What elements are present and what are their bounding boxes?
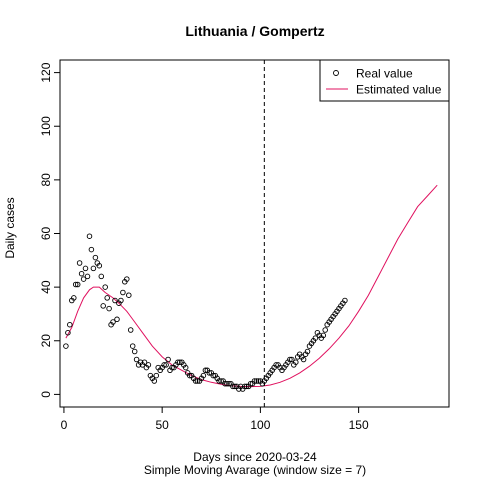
data-point	[287, 356, 293, 363]
y-tick-label: 120	[39, 62, 53, 82]
data-point	[300, 356, 307, 363]
y-tick-label: 20	[39, 334, 53, 348]
data-point	[153, 372, 160, 379]
data-point	[86, 233, 93, 239]
data-point	[202, 367, 209, 374]
data-point	[65, 329, 71, 336]
data-point	[98, 273, 105, 280]
data-point	[232, 383, 238, 390]
data-point	[84, 273, 91, 280]
data-point	[120, 289, 126, 296]
data-point	[273, 362, 279, 368]
data-point	[112, 297, 118, 304]
data-point	[106, 305, 112, 312]
data-point	[126, 292, 132, 298]
data-point	[251, 378, 258, 384]
data-point	[151, 378, 158, 384]
data-point	[320, 332, 327, 339]
data-point	[90, 265, 97, 272]
data-point	[96, 262, 103, 269]
data-point	[163, 362, 169, 368]
data-point	[222, 380, 228, 387]
data-point	[72, 281, 79, 288]
data-point	[175, 359, 181, 365]
data-point	[304, 348, 311, 355]
data-point	[293, 359, 299, 365]
y-tick-label: 40	[39, 280, 53, 294]
data-point	[129, 343, 136, 349]
data-point	[200, 372, 207, 379]
data-point	[78, 270, 85, 277]
y-tick-label: 100	[39, 116, 53, 136]
y-tick-label: 80	[39, 173, 53, 187]
data-point	[118, 297, 124, 304]
data-point	[322, 327, 328, 333]
data-point	[177, 359, 183, 365]
data-point	[63, 343, 69, 349]
data-point	[131, 348, 138, 355]
data-point	[192, 378, 199, 384]
x-tick-label: 0	[61, 418, 68, 432]
x-tick-label: 100	[250, 418, 270, 432]
data-point	[243, 383, 250, 390]
data-point	[253, 378, 260, 384]
data-point	[289, 356, 295, 363]
data-point	[80, 276, 87, 282]
data-point	[226, 380, 232, 387]
data-point	[218, 378, 224, 384]
data-point	[186, 372, 193, 379]
data-point	[100, 303, 106, 309]
data-point	[67, 321, 73, 328]
data-point	[76, 260, 83, 266]
y-tick-label: 60	[39, 227, 53, 241]
data-point	[216, 378, 222, 384]
legend-label-real: Real value	[356, 67, 413, 81]
data-point	[342, 297, 348, 304]
data-point	[110, 319, 116, 325]
data-point	[247, 380, 254, 387]
data-point	[71, 295, 77, 301]
data-point	[124, 276, 130, 282]
data-point	[182, 364, 189, 371]
x-tick-label: 150	[349, 418, 369, 432]
data-point	[114, 316, 120, 323]
x-tick-label: 50	[155, 418, 169, 432]
legend-box	[319, 59, 450, 102]
data-point	[161, 362, 167, 368]
x-axis-subtitle: Simple Moving Avarage (window size = 7)	[144, 463, 366, 477]
data-point	[82, 265, 89, 272]
data-point	[104, 295, 110, 301]
chart-title: Lithuania / Gompertz	[185, 23, 324, 39]
data-point	[255, 378, 262, 384]
data-point	[88, 246, 95, 253]
data-point	[206, 370, 213, 376]
data-point	[224, 380, 230, 387]
data-point	[312, 335, 319, 341]
data-point	[169, 364, 175, 371]
data-point	[230, 383, 236, 390]
data-point	[241, 383, 248, 390]
x-axis-label: Days since 2020-03-24	[193, 450, 317, 464]
plot-area: 0 50 100 150 0 20 40 60 80 100 120 Real value Estima…	[39, 59, 450, 432]
data-point	[102, 284, 108, 290]
y-tick-label: 0	[39, 391, 53, 398]
legend-label-estimated: Estimated value	[356, 83, 442, 97]
data-point	[127, 327, 134, 333]
data-point	[92, 254, 99, 261]
y-axis-label: Daily cases	[3, 197, 17, 258]
data-point	[210, 372, 216, 379]
data-point	[74, 281, 81, 288]
data-point	[145, 362, 152, 368]
data-point	[133, 356, 140, 363]
legend-point-marker	[333, 70, 339, 76]
data-point	[141, 359, 148, 365]
data-point	[165, 356, 171, 363]
data-point	[194, 378, 201, 384]
